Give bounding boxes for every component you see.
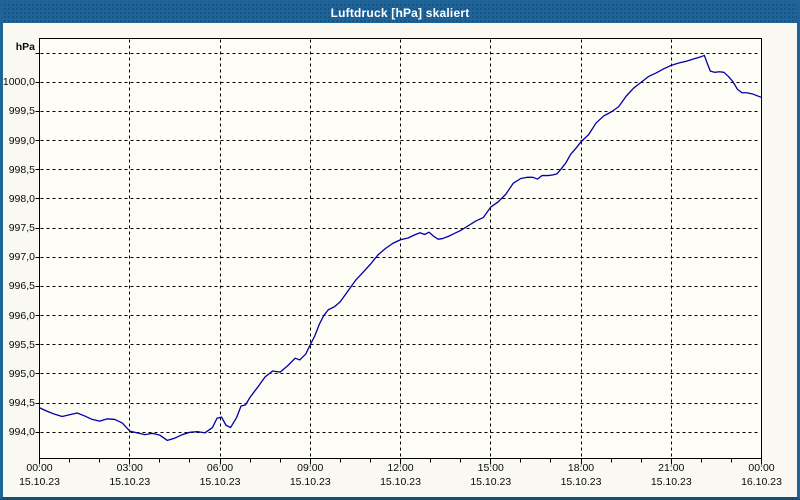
y-axis-tick-label: 996,5 bbox=[8, 280, 35, 293]
y-axis-tick-label: 999,5 bbox=[8, 105, 35, 118]
y-axis-tick-label: 997,5 bbox=[8, 222, 35, 235]
y-axis-tick-label: 999,0 bbox=[8, 134, 35, 147]
x-axis-date-label: 15.10.23 bbox=[199, 476, 241, 488]
x-axis-time-label: 12:00 bbox=[387, 462, 414, 474]
x-axis-date-label: 15.10.23 bbox=[289, 476, 331, 488]
y-axis-tick-label: 994,0 bbox=[8, 426, 35, 439]
x-axis-time-label: 00:00 bbox=[26, 462, 53, 474]
x-axis-date-label: 15.10.23 bbox=[380, 476, 421, 488]
window-title: Luftdruck [hPa] skaliert bbox=[330, 6, 470, 20]
x-axis-time-label: 21:00 bbox=[658, 462, 685, 474]
y-axis-tick-label: 998,5 bbox=[8, 163, 35, 176]
x-axis-time-label: 09:00 bbox=[297, 462, 324, 474]
x-axis-date-label: 15.10.23 bbox=[560, 476, 602, 488]
y-axis-unit-label: hPa bbox=[15, 41, 35, 53]
y-axis-tick-label: 1000,0 bbox=[2, 76, 35, 89]
y-axis-tick-label: 997,0 bbox=[8, 251, 35, 264]
x-axis-time-label: 15:00 bbox=[477, 462, 504, 474]
x-axis-time-label: 03:00 bbox=[116, 462, 143, 474]
axis-ticks bbox=[35, 53, 762, 465]
x-axis-time-label: 06:00 bbox=[206, 462, 234, 474]
pressure-curve bbox=[38, 54, 763, 442]
x-axis-date-label: 16.10.23 bbox=[741, 476, 782, 488]
x-axis-time-label: 18:00 bbox=[567, 462, 595, 474]
x-axis-date-label: 15.10.23 bbox=[650, 476, 692, 488]
y-axis-tick-label: 994,5 bbox=[8, 397, 35, 410]
y-axis-tick-label: 996,0 bbox=[8, 309, 35, 322]
y-axis-tick-label: 995,0 bbox=[8, 367, 35, 380]
y-axis-tick-label: 998,0 bbox=[8, 192, 35, 205]
x-axis-time-label: 00:00 bbox=[748, 462, 775, 474]
x-axis-date-label: 15.10.23 bbox=[19, 476, 60, 488]
y-axis-tick-label: 995,5 bbox=[8, 338, 35, 351]
window-titlebar[interactable]: Luftdruck [hPa] skaliert bbox=[3, 3, 797, 23]
x-axis-date-label: 15.10.23 bbox=[109, 476, 151, 488]
pressure-line-chart bbox=[35, 38, 763, 465]
x-axis-date-label: 15.10.23 bbox=[470, 476, 512, 488]
